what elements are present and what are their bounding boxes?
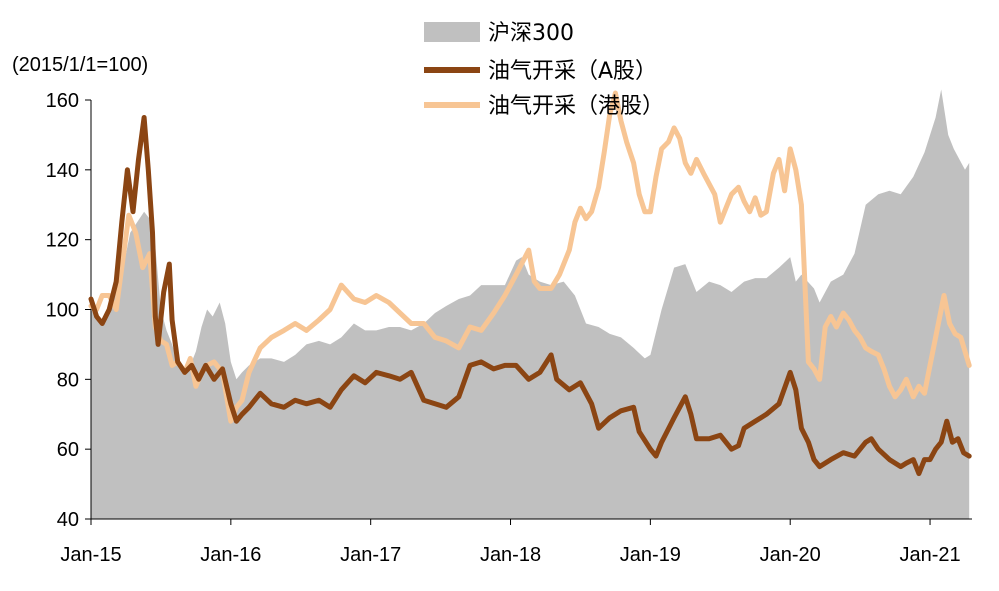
legend-label-oil-a: 油气开采（A股） bbox=[488, 59, 657, 84]
legend-swatch-hs300 bbox=[424, 22, 480, 42]
x-tick-label: Jan-16 bbox=[200, 544, 261, 566]
legend-label-oil-hk: 油气开采（港股） bbox=[488, 94, 664, 119]
legend-label-hs300: 沪深300 bbox=[488, 21, 574, 46]
y-tick-label: 160 bbox=[46, 90, 79, 112]
y-tick-label: 120 bbox=[46, 230, 79, 252]
x-tick-label: Jan-21 bbox=[899, 544, 960, 566]
x-tick-label: Jan-19 bbox=[620, 544, 681, 566]
unit-label: (2015/1/1=100) bbox=[12, 54, 148, 76]
x-tick-label: Jan-15 bbox=[60, 544, 121, 566]
series-area-0 bbox=[91, 89, 970, 519]
y-tick-label: 80 bbox=[57, 369, 79, 391]
y-tick-label: 60 bbox=[57, 439, 79, 461]
area-layer bbox=[91, 89, 970, 519]
y-tick-label: 100 bbox=[46, 300, 79, 322]
legend: 沪深300 油气开采（A股） 油气开采（港股） bbox=[424, 21, 664, 119]
y-tick-label: 40 bbox=[57, 509, 79, 531]
x-tick-label: Jan-20 bbox=[760, 544, 821, 566]
x-tick-label: Jan-18 bbox=[480, 544, 541, 566]
axes: 40 60 80 100 120 140 160 Jan-15 Jan-16 Jan-17 Jan-… bbox=[46, 90, 972, 566]
series-line-1 bbox=[88, 115, 972, 477]
y-tick-label: 140 bbox=[46, 160, 79, 182]
x-tick-label: Jan-17 bbox=[340, 544, 401, 566]
line-layer bbox=[88, 90, 972, 477]
